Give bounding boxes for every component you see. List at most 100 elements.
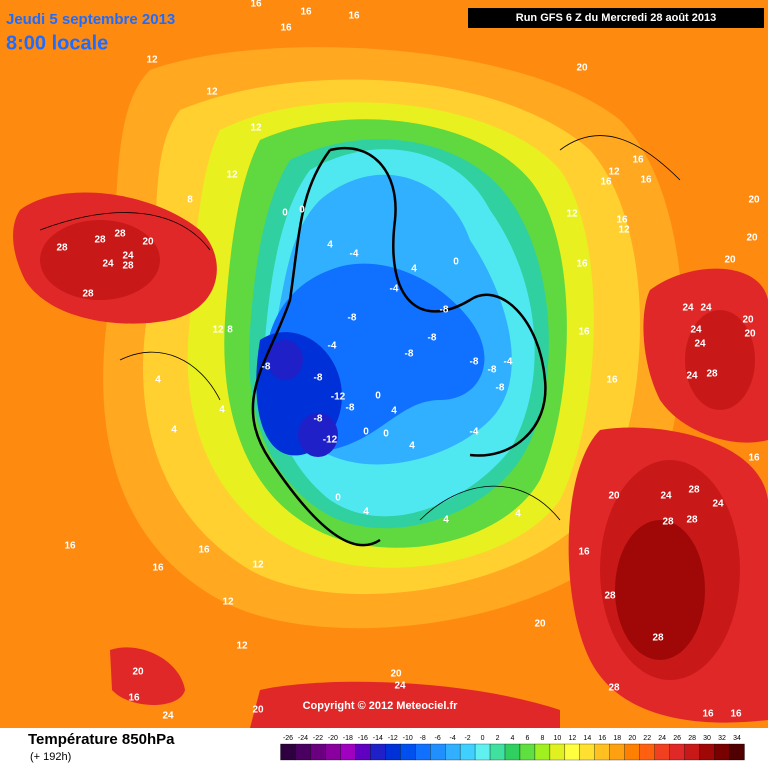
run-info: Run GFS 6 Z du Mercredi 28 août 2013 <box>516 12 717 24</box>
colorbar-tick-label: -20 <box>328 735 338 742</box>
colorbar-swatch <box>699 743 715 761</box>
contour-label: 24 <box>712 499 724 510</box>
contour-label: 12 <box>206 87 218 98</box>
contour-label: 24 <box>700 303 712 314</box>
contour-label: 0 <box>299 205 305 216</box>
colorbar-swatch <box>489 743 506 761</box>
contour-label: -4 <box>504 357 513 368</box>
variable-title: Température 850hPa <box>28 731 175 748</box>
colorbar-swatch <box>549 743 566 761</box>
contour-label: -8 <box>348 313 357 324</box>
contour-label: 28 <box>652 633 664 644</box>
contour-label: 16 <box>606 375 618 386</box>
contour-label: 16 <box>578 327 590 338</box>
colorbar-tick-label: 20 <box>628 735 636 742</box>
contour-label: 12 <box>226 170 238 181</box>
colorbar-tick-label: -26 <box>283 735 293 742</box>
contour-label: 24 <box>122 251 134 262</box>
contour-label: 20 <box>724 255 736 266</box>
contour-label: -8 <box>428 333 437 344</box>
colorbar-tick-label: 12 <box>568 735 576 742</box>
colorbar-tick-label: 26 <box>673 735 681 742</box>
contour-label: 20 <box>608 491 620 502</box>
contour-label: 16 <box>198 545 210 556</box>
contour-label: 24 <box>162 711 174 722</box>
colorbar-swatch <box>325 743 341 761</box>
contour-label: 16 <box>300 7 312 18</box>
contour-label: 16 <box>730 709 742 720</box>
contour-label: 4 <box>411 264 417 275</box>
contour-label: -8 <box>488 365 497 376</box>
contour-label: -8 <box>262 362 271 373</box>
colorbar-swatch <box>714 743 730 761</box>
contour-label: 4 <box>171 425 177 436</box>
colorbar-tick-label: -4 <box>450 735 456 742</box>
colorbar-tick-label: 8 <box>540 735 544 742</box>
contour-label: -8 <box>314 373 323 384</box>
contour-label: 16 <box>348 11 360 22</box>
contour-label: 28 <box>56 243 68 254</box>
contour-label: 16 <box>748 453 760 464</box>
colorbar-swatch <box>519 743 536 761</box>
contour-label: 12 <box>146 55 158 66</box>
colorbar-tick-label: 22 <box>643 735 651 742</box>
contour-label: 16 <box>578 547 590 558</box>
contour-label: 12 <box>212 325 224 336</box>
colorbar-tick-label: 10 <box>554 735 562 742</box>
contour-label: 8 <box>227 325 233 336</box>
colorbar-swatch <box>654 743 670 761</box>
contour-label: 20 <box>142 237 154 248</box>
colorbar-tick-label: -24 <box>298 735 308 742</box>
colorbar-tick-label: -10 <box>403 735 413 742</box>
contour-label: 16 <box>152 563 164 574</box>
colorbar-tick-label: 4 <box>511 735 515 742</box>
contour-label: -8 <box>440 305 449 316</box>
contour-label: 20 <box>132 667 144 678</box>
colorbar-tick-label: 18 <box>613 735 621 742</box>
colorbar-swatch <box>639 743 655 761</box>
contour-label: -12 <box>323 435 338 446</box>
colorbar: -26 -24 -22 -20 -18 -16 -14 -12 -10 -8 -6 -4 -2 0 2 4 6 8… <box>280 735 745 761</box>
contour-label: 16 <box>576 259 588 270</box>
colorbar-swatch <box>280 743 296 761</box>
map-time: 8:00 locale <box>6 32 108 54</box>
contour-label: 4 <box>155 375 161 386</box>
contour-label: 16 <box>280 23 292 34</box>
contour-label: 12 <box>236 641 248 652</box>
colorbar-swatch <box>444 743 461 761</box>
contour-label: 12 <box>252 560 264 571</box>
contour-label: 4 <box>219 405 225 416</box>
colorbar-tick-label: -16 <box>358 735 368 742</box>
contour-label: 24 <box>682 303 694 314</box>
contour-label: -4 <box>390 284 399 295</box>
colorbar-tick-label: -18 <box>343 735 353 742</box>
colorbar-swatch <box>504 743 521 761</box>
contour-label: 24 <box>694 339 706 350</box>
contour-label: -4 <box>328 341 337 352</box>
contour-label: 28 <box>686 515 698 526</box>
contour-label: 12 <box>222 597 234 608</box>
colorbar-swatch <box>430 743 446 761</box>
colorbar-tick-label: 0 <box>481 735 485 742</box>
contour-label: 28 <box>608 683 620 694</box>
contour-label: 28 <box>688 485 700 496</box>
colorbar-swatch <box>534 743 551 761</box>
colorbar-tick-label: -12 <box>388 735 398 742</box>
colorbar-swatch <box>295 743 311 761</box>
colorbar-tick-label: 6 <box>526 735 530 742</box>
colorbar-tick-label: -2 <box>464 735 470 742</box>
colorbar-swatch <box>594 743 610 761</box>
colorbar-tick-label: -6 <box>435 735 441 742</box>
contour-label: 28 <box>114 229 126 240</box>
contour-label: 20 <box>744 329 756 340</box>
contour-label: 12 <box>566 209 578 220</box>
colorbar-swatch <box>669 743 685 761</box>
contour-label: 20 <box>252 705 264 716</box>
contour-label: 4 <box>391 406 397 417</box>
contour-label: -4 <box>470 427 479 438</box>
contour-label: 12 <box>618 225 630 236</box>
contour-label: 8 <box>187 195 193 206</box>
contour-label: 16 <box>64 541 76 552</box>
